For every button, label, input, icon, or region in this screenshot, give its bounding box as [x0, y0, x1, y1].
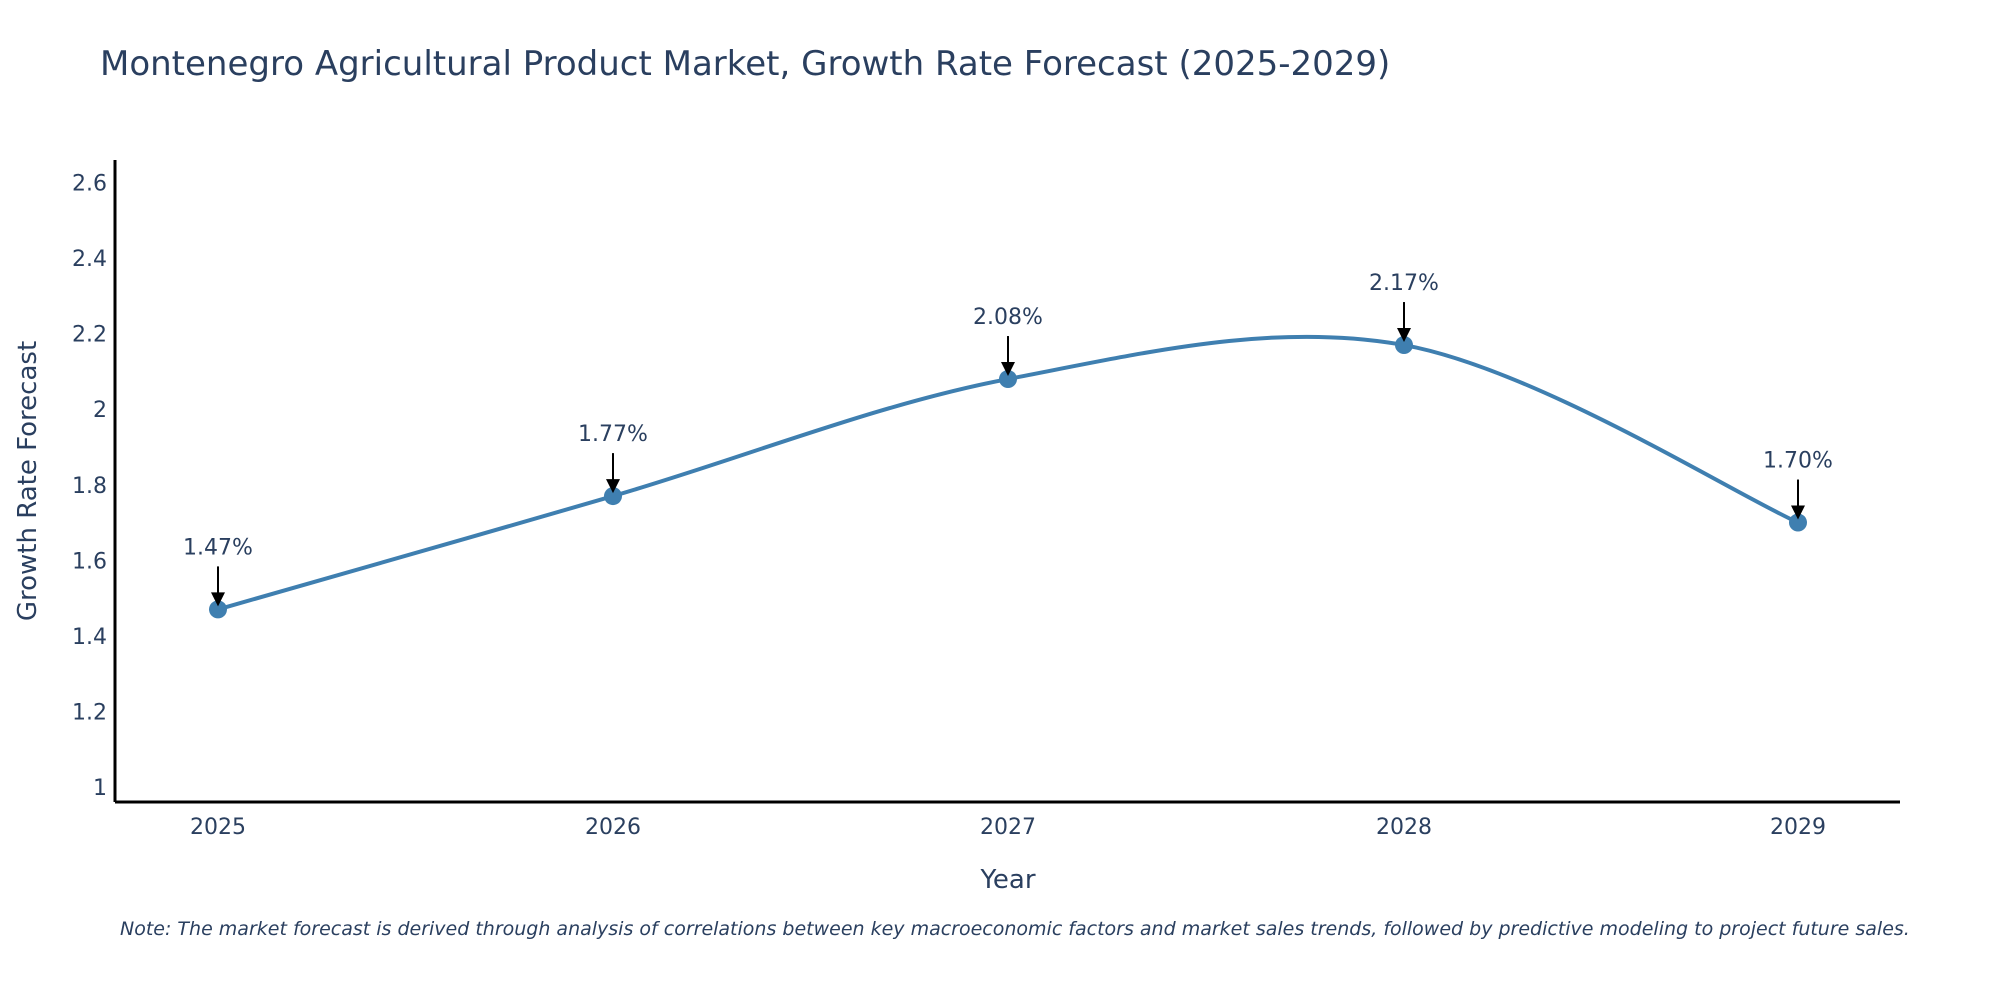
- y-tick-label: 2.4: [72, 247, 107, 272]
- data-point: [209, 600, 227, 619]
- y-tick-label: 2: [93, 398, 107, 423]
- y-tick-label: 2.6: [72, 172, 107, 197]
- y-tick-label: 1.2: [72, 700, 107, 725]
- data-point: [1789, 513, 1807, 532]
- data-label: 2.17%: [1369, 271, 1439, 296]
- footnote: Note: The market forecast is derived thr…: [120, 918, 1910, 940]
- data-label: 1.77%: [578, 422, 648, 447]
- y-axis-ticks: 1 1.2 1.4 1.6 1.8 2 2.2 2.4 2.6: [72, 172, 107, 801]
- data-label: 1.47%: [183, 535, 253, 560]
- chart-title: Montenegro Agricultural Product Market, …: [100, 44, 1391, 84]
- y-tick-label: 1.4: [72, 625, 107, 650]
- data-label: 2.08%: [973, 305, 1043, 330]
- data-point: [999, 370, 1017, 389]
- y-tick-label: 1: [93, 776, 107, 801]
- annotation-arrow-head: [1791, 505, 1805, 520]
- x-tick-label: 2029: [1770, 815, 1826, 840]
- y-axis-title: Growth Rate Forecast: [13, 341, 43, 621]
- annotation-arrow-head: [211, 592, 225, 607]
- y-tick-label: 1.8: [72, 474, 107, 499]
- annotation-arrow-head: [1397, 328, 1411, 343]
- x-tick-label: 2025: [190, 815, 246, 840]
- data-annotations: 1.47% 1.77% 2.08% 2.17% 1.70%: [183, 271, 1833, 607]
- annotation-arrow-head: [606, 479, 620, 494]
- x-tick-label: 2026: [585, 815, 641, 840]
- y-tick-label: 2.2: [72, 323, 107, 348]
- x-axis-ticks: 2025 2026 2027 2028 2029: [190, 815, 1826, 840]
- data-point: [1395, 336, 1413, 355]
- x-tick-label: 2027: [980, 815, 1036, 840]
- x-axis-title: Year: [979, 865, 1035, 895]
- data-markers: [209, 336, 1807, 619]
- x-tick-label: 2028: [1376, 815, 1432, 840]
- data-label: 1.70%: [1763, 449, 1833, 474]
- y-tick-label: 1.6: [72, 549, 107, 574]
- annotation-arrow-head: [1001, 362, 1015, 377]
- data-point: [604, 487, 622, 506]
